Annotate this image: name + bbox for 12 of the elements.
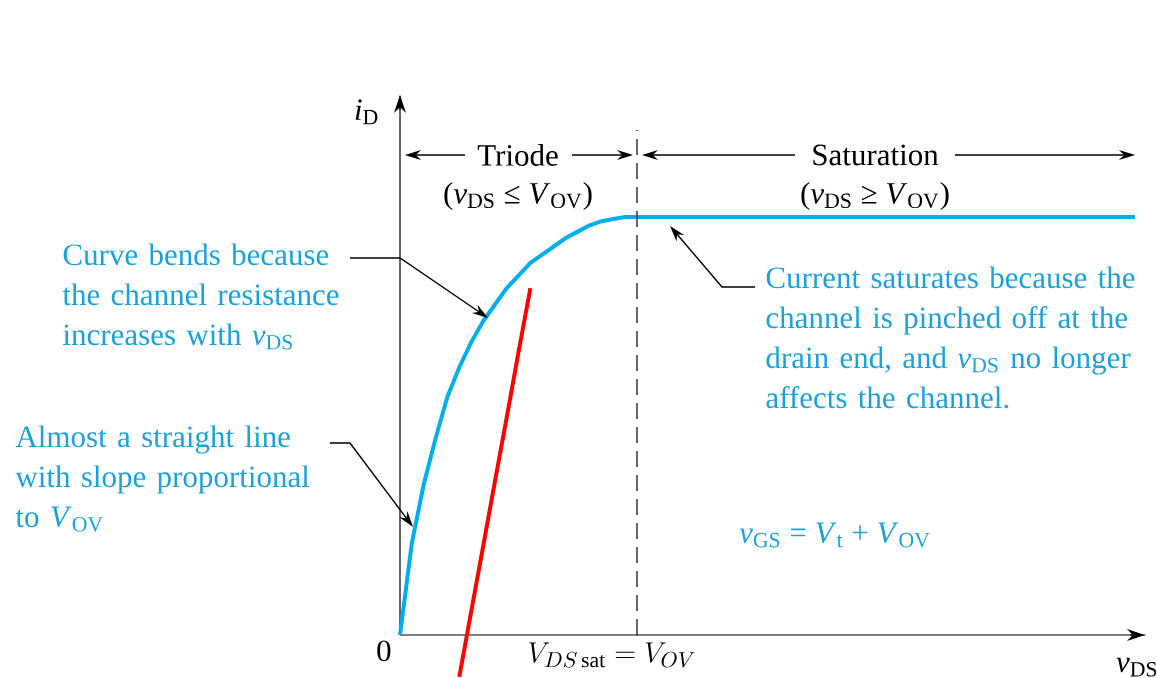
text: Curve bends because the channel resistance increases with v$_{DS}$ xyxy=(62,243,339,350)
text: Almost a straight line with slope proportional to V$_{OV}$ xyxy=(15,425,310,532)
text: Triode xyxy=(477,144,558,166)
annotation: v$_{GS}$ = V$_{t}$ + V$_{OV}$ xyxy=(739,522,930,548)
annotation: $V_{DS\,\mathrm{sat}} = V_{OV}$ xyxy=(529,642,695,668)
annotation: Current saturates because the channel is pinched off at the drain end, and v$_{DS}$ no longer affects the channel. xyxy=(766,266,1135,409)
text: Saturation xyxy=(813,144,939,166)
y-axis-title: i$_{D}$ xyxy=(355,99,378,125)
x-axis-title: v$_{DS}$ xyxy=(1116,657,1157,677)
text: 0 xyxy=(377,640,391,662)
text: (v$_{DS}$ ≤ V$_{OV}$) xyxy=(444,181,592,211)
text: (v$_{DS}$ ≥ V$_{OV}$) xyxy=(801,181,949,211)
